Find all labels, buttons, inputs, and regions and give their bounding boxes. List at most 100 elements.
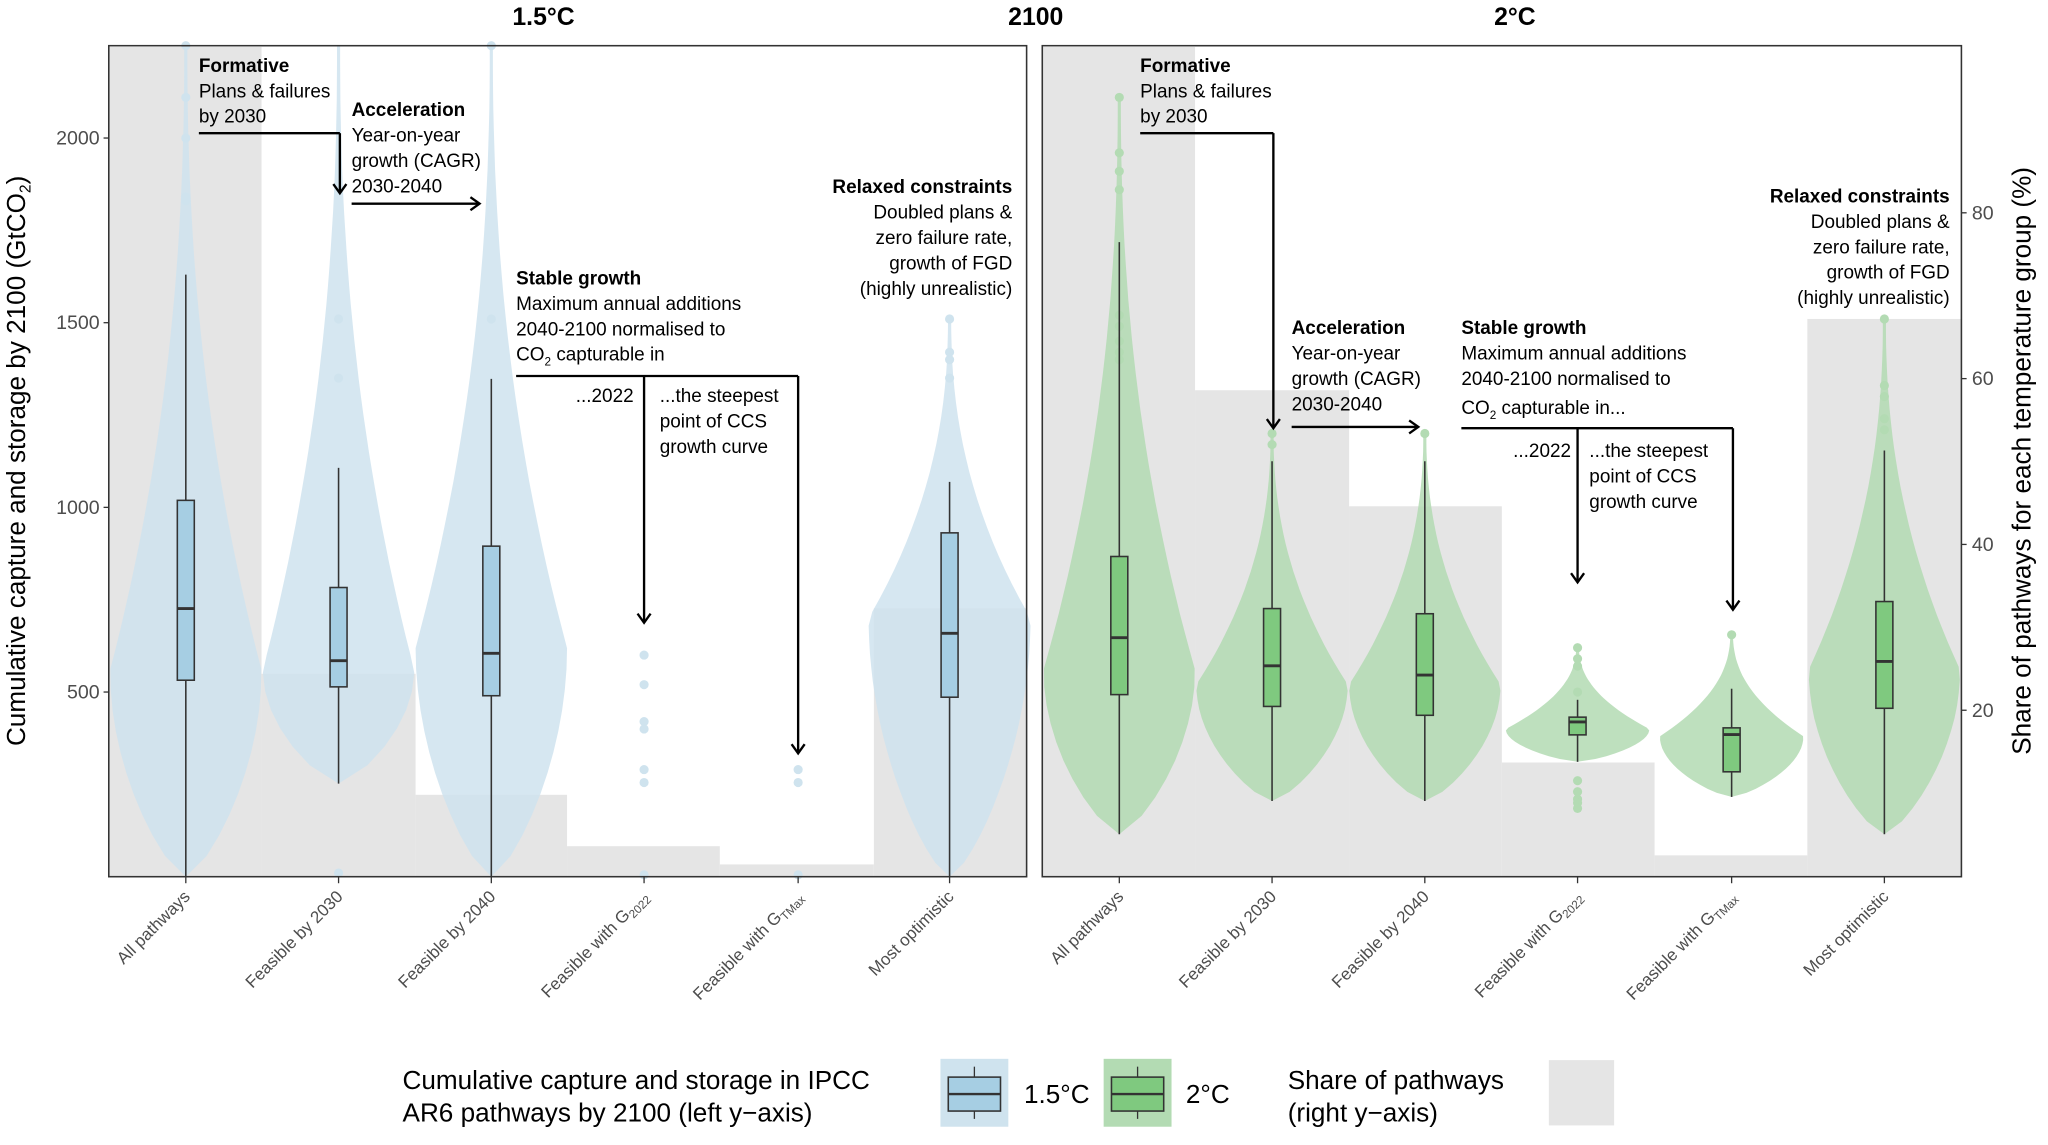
annotation-stable-left: Stable growth Maximum annual additions 204… [516,269,741,341]
outlier-point [486,314,496,324]
y-right-tick-label: 40 [1972,534,1994,556]
annotation-formative-left-line: Plans & failures [199,81,330,102]
annotation-steepest-right: growth curve [1589,492,1697,513]
annotation-relaxed-left-line: (highly unrealistic) [860,279,1012,300]
annotations: Formative Plans & failures by 2030 Accelera… [199,56,1950,756]
annotation-relaxed-left: Relaxed constraints Doubled plans & zero f… [832,177,1012,300]
box [1875,600,1894,710]
x-tick-label: Most optimistic [865,887,958,980]
x-tick-label: All pathways [1047,887,1128,968]
outlier-point [793,777,803,788]
annotation-acceleration-right-line: growth (CAGR) [1292,369,1421,390]
outlier-point [945,314,955,324]
y-left-axis-label: Cumulative capture and storage by 2100 (… [1,176,34,746]
annotation-acceleration-left-line: 2030-2040 [352,177,443,198]
box [176,499,196,681]
outlier-point [1572,803,1583,813]
legend-title-line2: AR6 pathways by 2100 (left y−axis) [403,1097,813,1127]
y-left-tick-label: 1000 [56,497,100,519]
outlier-point [945,355,955,365]
annotation-formative-right-title: Formative [1140,56,1230,77]
outlier-point [1879,380,1889,391]
annotation-acceleration-left: Acceleration Year-on-year growth (CAGR) 203… [352,100,481,197]
outlier-point [1572,654,1583,664]
arrow-head-icon [1265,418,1281,431]
outlier-point [945,347,955,357]
box [1110,555,1129,696]
annotation-stable-right: Stable growth Maximum annual additions 204… [1461,318,1686,390]
outlier-point [1114,92,1124,102]
x-tick-label: Feasible by 2030 [242,887,347,992]
y-left-tick-label: 2000 [56,128,100,150]
panel-border [108,44,1028,878]
outlier-point [1572,643,1583,653]
annotation-steepest-right: point of CCS [1589,466,1696,487]
annotation-acceleration-right: Acceleration Year-on-year growth (CAGR) 203… [1292,318,1421,415]
box [482,545,501,697]
panel-title-2c: 2°C [1494,4,1536,31]
annotation-acceleration-right-line: Year-on-year [1292,344,1401,365]
outlier-point [1572,787,1583,797]
outlier-point [1267,440,1277,450]
annotation-acceleration-left-title: Acceleration [352,100,466,121]
annotation-2022-left: ...2022 [576,386,634,407]
box [1415,612,1435,717]
annotation-acceleration-right-line: 2030-2040 [1292,395,1383,416]
outlier-point [639,717,649,727]
y-right-tick-label: 80 [1972,202,1994,224]
panel-border [1041,44,1963,878]
annotation-relaxed-right-line: (highly unrealistic) [1797,288,1949,309]
y-right-axis-label: Share of pathways for each temperature g… [2007,167,2037,755]
y-right-tick-label: 60 [1972,368,1994,390]
annotation-relaxed-left-line: growth of FGD [889,254,1012,275]
legend: Cumulative capture and storage in IPCCAR… [403,1058,1615,1127]
annotation-stable-left-line: 2040-2100 normalised to [516,320,725,341]
annotation-relaxed-left-title: Relaxed constraints [832,177,1012,198]
x-tick-label: Feasible by 2040 [1328,887,1433,992]
annotation-stable-right-line: 2040-2100 normalised to [1461,369,1670,390]
x-tick-label: Feasible with GTMax [689,887,808,1006]
annotation-stable-left-line: Maximum annual additions [516,294,741,315]
y-left-tick-label: 1500 [56,312,100,334]
annotation-formative-left-line: by 2030 [199,107,266,128]
annotation-relaxed-right-line: zero failure rate, [1813,237,1950,258]
annotation-relaxed-left-line: Doubled plans & [873,203,1012,224]
annotation-steepest-left: growth curve [660,437,768,458]
outlier-point [181,133,191,143]
annotation-stable-right-line: Maximum annual additions [1461,344,1686,365]
outlier-point [1879,414,1889,424]
x-tick-label: Feasible by 2040 [395,887,500,992]
annotation-acceleration-left-line: growth (CAGR) [352,151,481,172]
annotation-formative-right-line: Plans & failures [1140,81,1271,102]
x-tick-label: Feasible with GTMax [1623,887,1742,1006]
y-right-tick-label: 20 [1972,700,1994,722]
annotation-acceleration-right-title: Acceleration [1292,318,1406,339]
arrow-head-icon [332,183,348,196]
arrow-head-icon [1408,419,1421,435]
outlier-point [639,724,649,734]
annotation-formative-left: Formative Plans & failures by 2030 [199,56,330,128]
annotation-formative-right: Formative Plans & failures by 2030 [1140,56,1271,128]
arrow-head-icon [636,612,652,625]
outlier-point [1114,148,1124,158]
figure-title: 2100 [1008,4,1063,31]
outlier-point [639,765,649,775]
x-tick-label: All pathways [113,887,194,968]
legend-share-line2: (right y−axis) [1288,1097,1438,1127]
panel-frames [108,44,1963,878]
outlier-point [1572,661,1583,671]
annotation-relaxed-right-line: Doubled plans & [1811,212,1950,233]
annotation-relaxed-right-line: growth of FGD [1827,263,1950,284]
annotation-stable-left-title: Stable growth [516,269,641,290]
arrow-head-icon [1570,572,1586,585]
annotation-steepest-left: point of CCS [660,412,767,433]
annotation-relaxed-left-line: zero failure rate, [876,228,1013,249]
outlier-point [1879,425,1889,435]
outlier-point [1572,687,1583,697]
outlier-point [181,196,191,206]
annotation-stable-right-title: Stable growth [1461,318,1586,339]
outlier-point [945,373,955,383]
annotation-formative-left-title: Formative [199,56,289,77]
outlier-point [1420,428,1430,439]
